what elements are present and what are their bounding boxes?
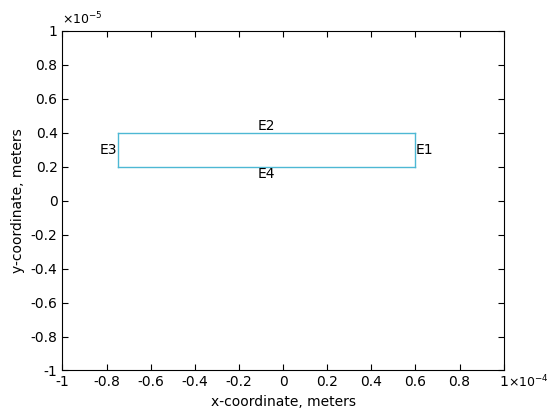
Text: E4: E4 (258, 167, 276, 181)
Text: $\times10^{-4}$: $\times10^{-4}$ (508, 374, 549, 391)
Text: $\times10^{-5}$: $\times10^{-5}$ (62, 11, 103, 28)
Text: E1: E1 (416, 143, 433, 157)
X-axis label: x-coordinate, meters: x-coordinate, meters (211, 395, 356, 409)
Text: E2: E2 (258, 119, 276, 133)
Text: E3: E3 (100, 143, 118, 157)
Y-axis label: y-coordinate, meters: y-coordinate, meters (11, 129, 25, 273)
